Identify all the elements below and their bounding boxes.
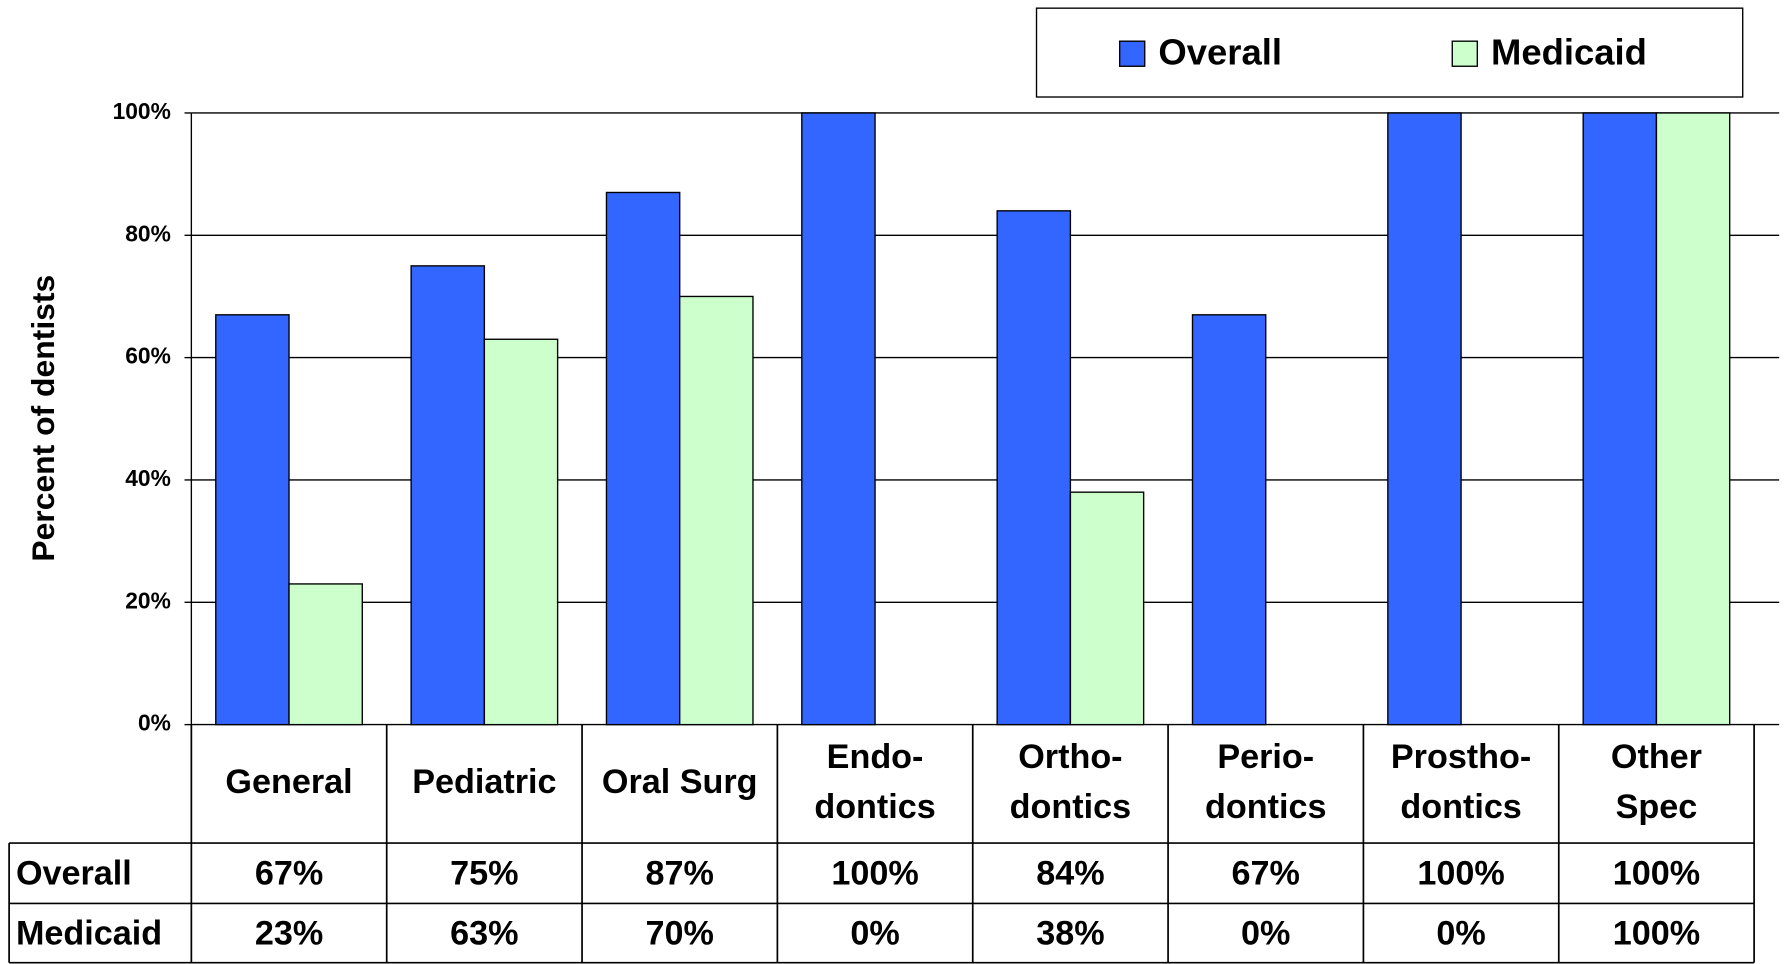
- y-tick-label: 0%: [138, 710, 171, 736]
- table-cell: 75%: [450, 855, 518, 893]
- bar: [1387, 112, 1462, 726]
- table-cell: 70%: [646, 914, 714, 952]
- table-cell: 100%: [1613, 855, 1700, 893]
- legend-swatch: [1118, 40, 1146, 67]
- x-tick-label: Perio-dontics: [1205, 738, 1326, 826]
- x-tick-label: General: [225, 763, 352, 801]
- bar: [605, 191, 681, 726]
- bar: [679, 295, 754, 726]
- bar: [996, 210, 1072, 726]
- x-tick-label: Endo-dontics: [814, 738, 935, 826]
- bar: [1582, 112, 1658, 726]
- bar: [801, 112, 876, 726]
- legend-label: Overall: [1158, 31, 1282, 72]
- x-tick-label: Other Spec: [1611, 738, 1702, 826]
- table-cell: 87%: [646, 855, 714, 893]
- x-tick-label: Prostho-dontics: [1391, 738, 1531, 826]
- table-cell: 100%: [1417, 855, 1504, 893]
- table-cell: 67%: [255, 855, 323, 893]
- bar: [1069, 491, 1145, 726]
- table-cell: 100%: [831, 855, 918, 893]
- table-row-label: Medicaid: [16, 914, 162, 952]
- bar: [215, 314, 290, 726]
- legend-swatch: [1451, 40, 1479, 67]
- bar: [1191, 314, 1267, 726]
- table-cell: 63%: [450, 914, 518, 952]
- y-axis-label: Percent of dentists: [25, 275, 61, 562]
- x-tick-label: Ortho-dontics: [1010, 738, 1131, 826]
- bar: [288, 583, 363, 726]
- bar: [1655, 112, 1731, 726]
- table-cell: 100%: [1613, 914, 1700, 952]
- table-cell: 0%: [1436, 914, 1485, 952]
- table-row-label: Overall: [16, 855, 132, 893]
- y-tick-label: 100%: [113, 98, 171, 124]
- y-tick-label: 20%: [125, 587, 171, 613]
- table-cell: 84%: [1036, 855, 1104, 893]
- bar: [410, 265, 486, 726]
- table-cell: 0%: [850, 914, 899, 952]
- y-tick-label: 40%: [125, 465, 171, 491]
- y-tick-label: 60%: [125, 343, 171, 369]
- y-tick-label: 80%: [125, 220, 171, 246]
- x-tick-label: Oral Surg: [602, 763, 758, 801]
- table-cell: 0%: [1241, 914, 1290, 952]
- table-cell: 38%: [1036, 914, 1104, 952]
- bar: [483, 338, 559, 726]
- x-tick-label: Pediatric: [412, 763, 556, 801]
- table-cell: 23%: [255, 914, 323, 952]
- table-cell: 67%: [1232, 855, 1300, 893]
- legend-label: Medicaid: [1491, 31, 1647, 72]
- legend-box: [1035, 7, 1744, 98]
